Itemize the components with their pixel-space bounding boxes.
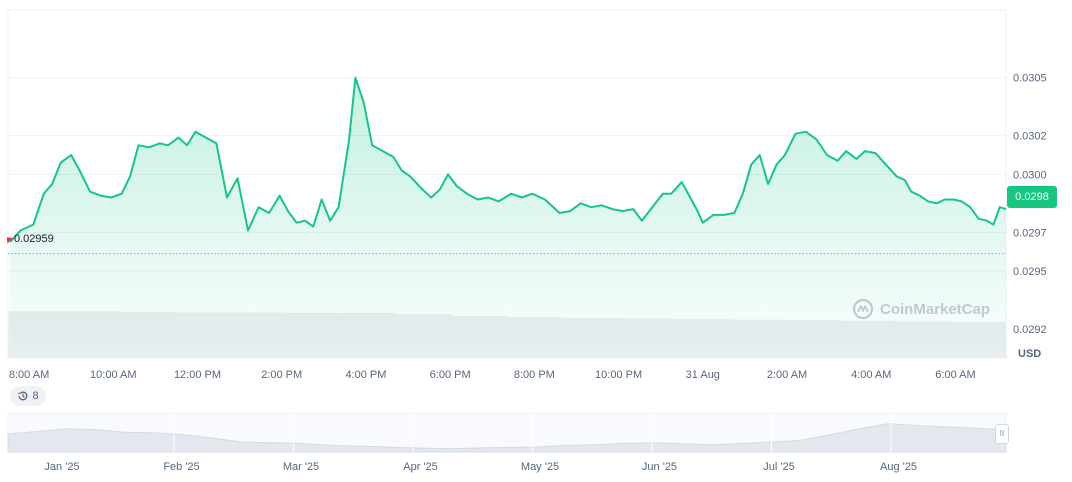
y-tick-label: 0.0300 [1013, 169, 1047, 181]
x-tick-label: 6:00 PM [430, 369, 471, 381]
x-tick-label: 12:00 PM [174, 369, 221, 381]
x-tick-label: 8:00 AM [9, 369, 49, 381]
x-tick-label: 10:00 AM [90, 369, 136, 381]
history-count: 8 [32, 390, 39, 402]
navigator-month-label: May '25 [521, 461, 559, 473]
x-tick-label: 6:00 AM [935, 369, 975, 381]
history-icon [18, 391, 28, 401]
navigator-series [7, 423, 1007, 453]
price-line [9, 76, 1007, 243]
range-navigator[interactable]: Jan '25 Feb '25 Mar '25 Apr '25 May '25 Jun '… [7, 412, 1011, 473]
y-tick-label: 0.0295 [1013, 266, 1047, 278]
price-area-fill [10, 77, 1007, 358]
x-tick-label: 4:00 AM [851, 369, 891, 381]
x-tick-label: 2:00 AM [767, 369, 807, 381]
price-area [9, 76, 1007, 358]
x-tick-label: 2:00 PM [261, 369, 302, 381]
watermark-text: CoinMarketCap [880, 300, 991, 318]
reference-price-label: 0.02959 [14, 233, 54, 245]
y-tick-label: 0.0302 [1013, 131, 1047, 143]
history-button[interactable]: 8 [10, 386, 46, 406]
navigator-month-label: Jul '25 [763, 461, 794, 473]
navigator-month-label: Mar '25 [283, 461, 319, 473]
watermark: CoinMarketCap [852, 298, 990, 320]
x-axis: 8:00 AM 10:00 AM 12:00 PM 2:00 PM 4:00 PM 6:0… [9, 369, 976, 381]
x-tick-label: 10:00 PM [595, 369, 642, 381]
navigator-handle[interactable]: II [995, 424, 1009, 444]
y-tick-label: 0.0305 [1013, 73, 1047, 85]
y-axis: 0.0305 0.0302 0.0300 0.0297 0.0295 0.0292 [1013, 73, 1047, 336]
navigator-month-label: Feb '25 [163, 461, 199, 473]
x-tick-label: 31 Aug [686, 369, 720, 381]
navigator-month-label: Apr '25 [403, 461, 438, 473]
navigator-month-label: Aug '25 [880, 461, 917, 473]
y-tick-label: 0.0297 [1013, 227, 1047, 239]
x-tick-label: 8:00 PM [514, 369, 555, 381]
coinmarketcap-logo-icon [852, 298, 874, 320]
x-tick-label: 4:00 PM [345, 369, 386, 381]
navigator-month-label: Jun '25 [642, 461, 677, 473]
y-tick-label: 0.0292 [1013, 324, 1047, 336]
currency-label: USD [1018, 348, 1042, 360]
current-price-badge: 0.0298 [1007, 186, 1057, 208]
navigator-month-label: Jan '25 [44, 461, 79, 473]
